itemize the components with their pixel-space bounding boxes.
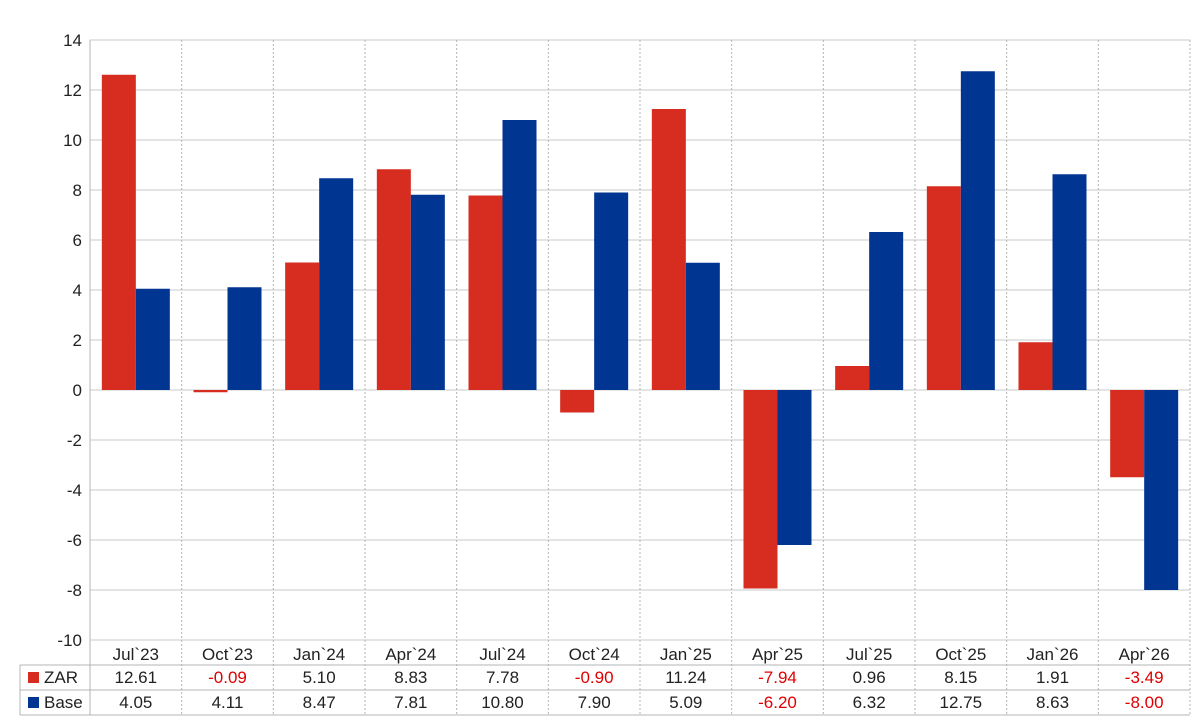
data-label-zar: 7.78 (486, 668, 519, 687)
y-tick-label: 0 (73, 381, 82, 400)
bar-zar (101, 74, 136, 390)
bar-zar (376, 169, 411, 390)
x-category-label: Jan`24 (293, 645, 345, 664)
y-tick-label: -6 (67, 531, 82, 550)
y-tick-label: 2 (73, 331, 82, 350)
y-axis-ticks: 14 12 10 8 6 4 2 0 -2 -4 -6 -8 -10 (57, 31, 82, 650)
data-label-zar: -0.90 (575, 668, 614, 687)
data-label-zar: -3.49 (1125, 668, 1164, 687)
bar-zar (1110, 390, 1145, 478)
bar-base (594, 192, 629, 390)
data-label-base: 8.47 (303, 693, 336, 712)
data-label-zar: 8.15 (944, 668, 977, 687)
y-tick-label: 8 (73, 181, 82, 200)
x-category-label: Jul`24 (479, 645, 525, 664)
bar-zar (1018, 342, 1053, 390)
data-label-zar: -0.09 (208, 668, 247, 687)
legend-label-zar: ZAR (44, 668, 78, 687)
bar-base (960, 71, 995, 390)
bar-base (502, 120, 537, 390)
data-label-zar: 5.10 (303, 668, 336, 687)
y-tick-label: -2 (67, 431, 82, 450)
y-tick-label: -8 (67, 581, 82, 600)
data-label-base: 10.80 (481, 693, 524, 712)
x-category-label: Oct`25 (935, 645, 986, 664)
bar-zar (560, 390, 595, 413)
y-tick-label: 12 (63, 81, 82, 100)
data-label-base: 12.75 (940, 693, 983, 712)
x-category-label: Jan`25 (660, 645, 712, 664)
data-label-zar: 1.91 (1036, 668, 1069, 687)
data-label-base: 7.81 (394, 693, 427, 712)
legend-label-base: Base (44, 693, 83, 712)
x-category-label: Jul`25 (846, 645, 892, 664)
bar-zar (743, 390, 778, 589)
bar-zar (468, 195, 503, 390)
x-category-label: Apr`25 (752, 645, 803, 664)
bar-zar (926, 186, 961, 390)
x-category-label: Apr`26 (1119, 645, 1170, 664)
y-tick-label: -4 (67, 481, 82, 500)
y-tick-label: 10 (63, 131, 82, 150)
data-label-base: 4.11 (212, 693, 244, 712)
x-category-label: Oct`23 (202, 645, 253, 664)
bar-zar (835, 366, 870, 390)
bar-base (135, 288, 170, 390)
data-label-base: -6.20 (758, 693, 797, 712)
bar-base (227, 287, 262, 390)
data-label-zar: 0.96 (853, 668, 886, 687)
data-label-base: 6.32 (853, 693, 886, 712)
bar-base (869, 232, 904, 390)
bar-zar (285, 262, 320, 390)
x-category-label: Oct`24 (569, 645, 620, 664)
data-label-base: -8.00 (1125, 693, 1164, 712)
data-label-base: 8.63 (1036, 693, 1069, 712)
bar-zar (193, 390, 228, 393)
data-table: Jul`23 Oct`23 Jan`24 Apr`24 Jul`24 Oct`24 Jan`… (19, 640, 1191, 716)
bar-base (410, 194, 445, 390)
y-tick-label: 4 (73, 281, 82, 300)
bar-zar (651, 109, 686, 390)
legend-swatch-base (28, 697, 39, 708)
data-label-base: 4.05 (119, 693, 152, 712)
legend-swatch-zar (28, 672, 39, 683)
y-tick-label: 6 (73, 231, 82, 250)
y-tick-label: -10 (57, 631, 82, 650)
bar-base (685, 262, 720, 390)
x-category-label: Jan`26 (1027, 645, 1079, 664)
data-label-base: 7.90 (578, 693, 611, 712)
data-label-zar: 12.61 (115, 668, 158, 687)
y-tick-label: 14 (63, 31, 82, 50)
x-category-label: Apr`24 (385, 645, 436, 664)
data-label-zar: 8.83 (394, 668, 427, 687)
bar-base (1052, 174, 1087, 390)
bar-base (777, 390, 812, 545)
data-label-zar: -7.94 (758, 668, 797, 687)
bar-layer (101, 71, 1179, 590)
bar-base (319, 178, 354, 390)
bar-base (1144, 390, 1179, 590)
data-label-base: 5.09 (669, 693, 702, 712)
x-category-label: Jul`23 (113, 645, 159, 664)
data-label-zar: 11.24 (665, 668, 706, 687)
